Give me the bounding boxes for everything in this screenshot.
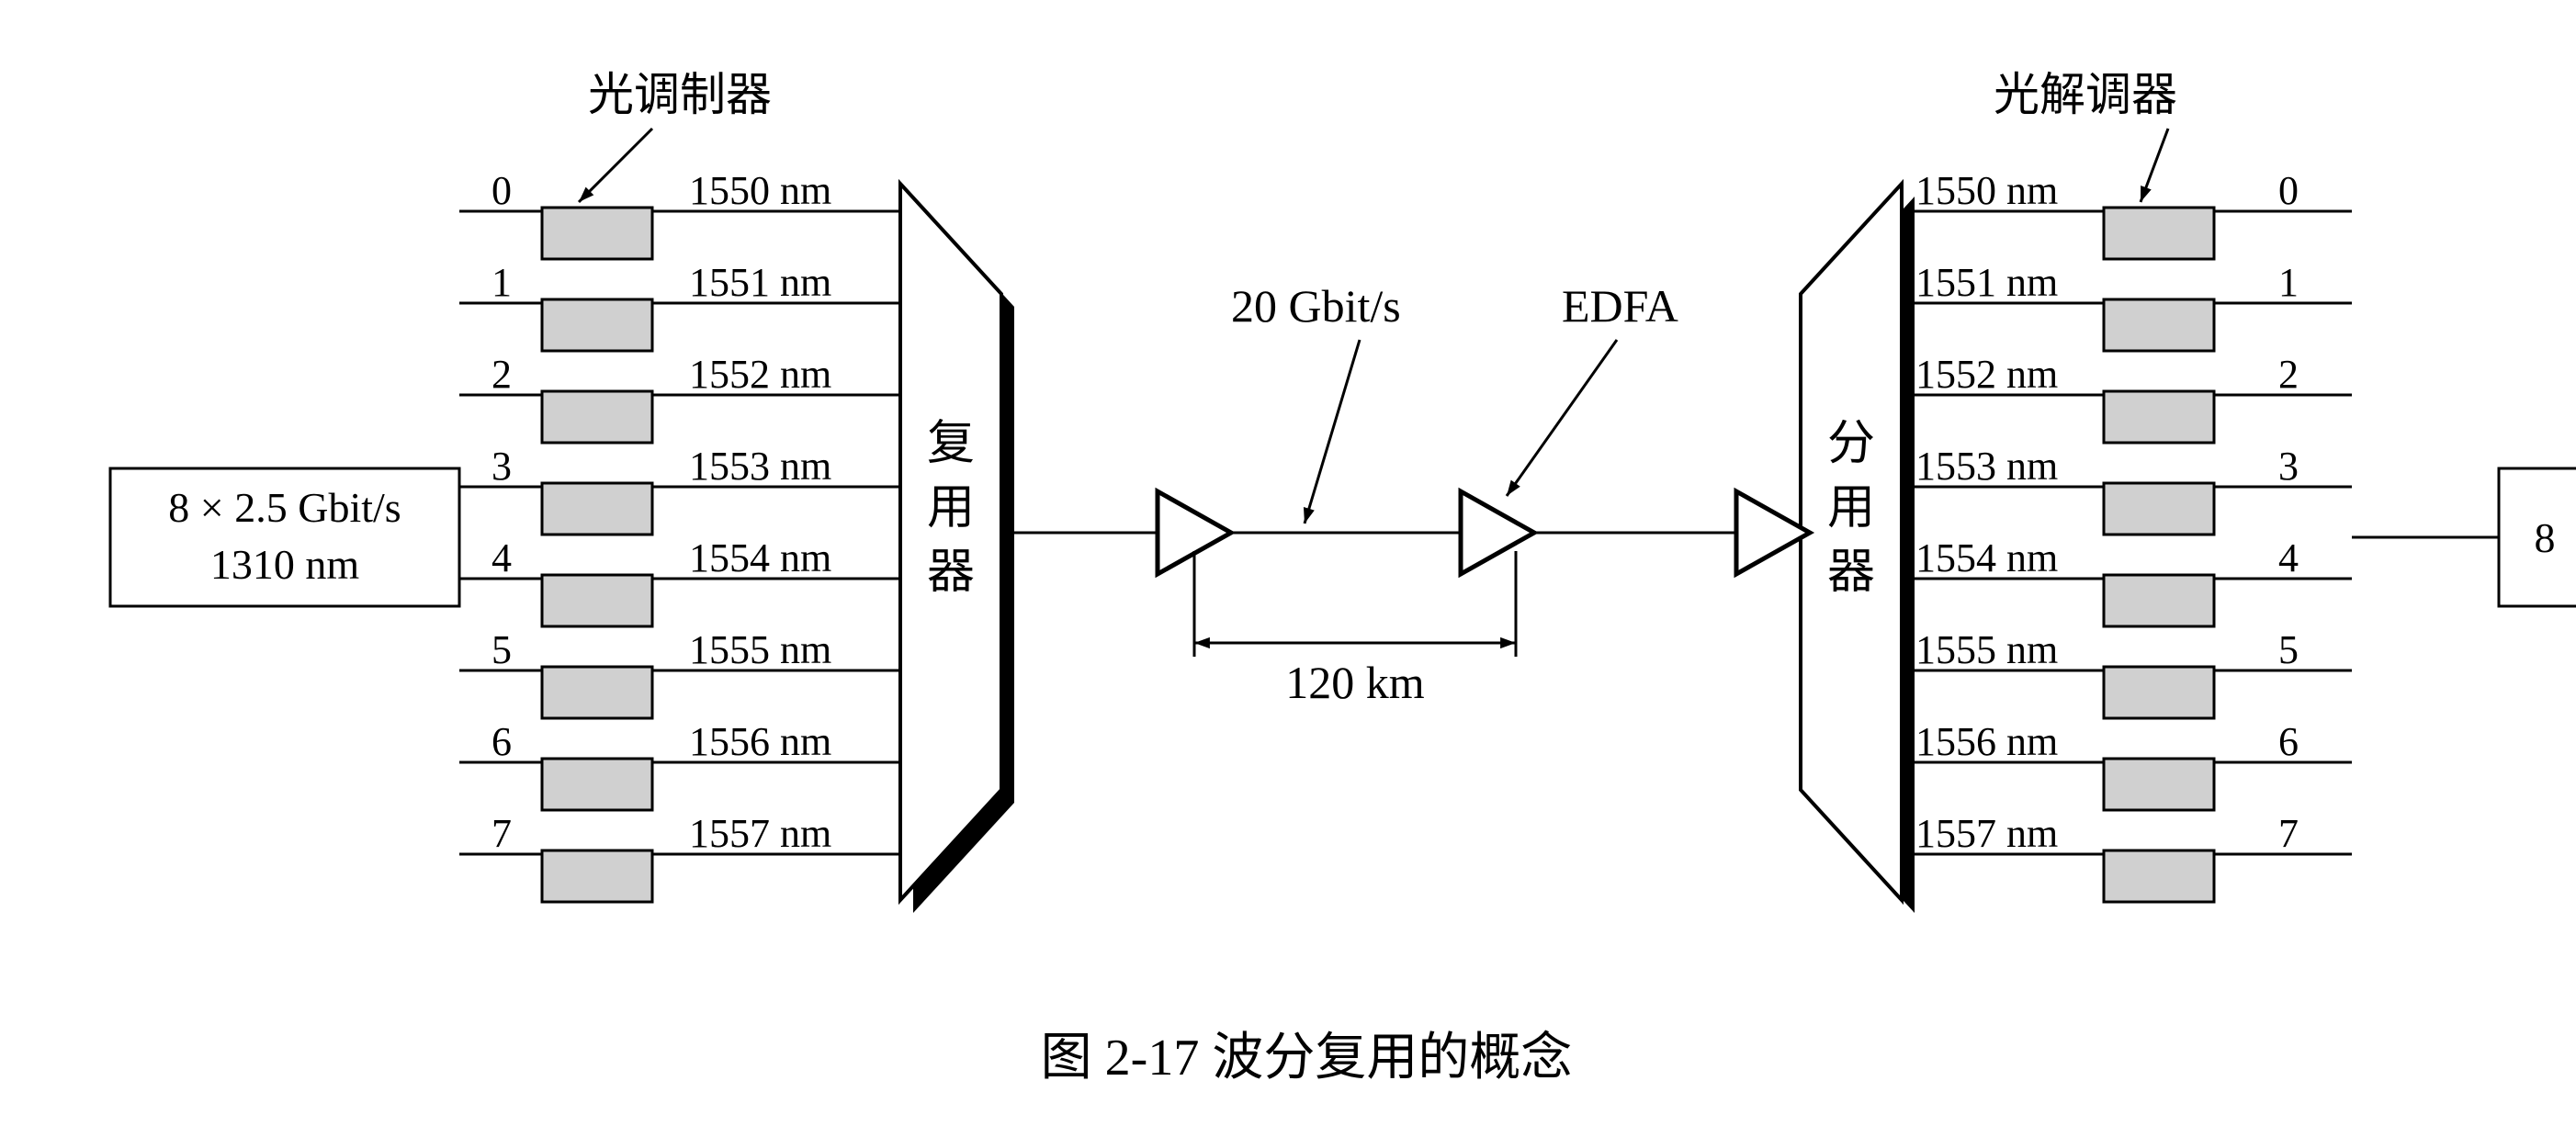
figure-caption: 图 2-17 波分复用的概念 (1041, 1030, 1573, 1087)
demodulator-box (2104, 850, 2214, 902)
right-channel-index: 7 (2278, 811, 2299, 856)
span-label: 120 km (1285, 657, 1425, 708)
modulator-box (542, 483, 652, 535)
mux-label-char: 复 (927, 418, 975, 470)
demodulator-box (2104, 299, 2214, 351)
left-channel-index: 1 (491, 260, 512, 305)
demux-label-char: 器 (1827, 546, 1875, 599)
left-channel-index: 4 (491, 535, 512, 580)
left-wavelength-label: 1553 nm (689, 444, 831, 489)
right-channel-index: 5 (2278, 627, 2299, 672)
modulator-box (542, 299, 652, 351)
right-wavelength-label: 1557 nm (1915, 811, 2058, 856)
demodulator-box (2104, 391, 2214, 443)
right-wavelength-label: 1556 nm (1915, 719, 2058, 764)
modulator-box (542, 208, 652, 259)
wdm-diagram: 8 × 2.5 Gbit/s1310 nm01550 nm11551 nm215… (18, 18, 2576, 1108)
right-channel-index: 0 (2278, 168, 2299, 213)
demodulator-box (2104, 483, 2214, 535)
left-channel-index: 3 (491, 444, 512, 489)
right-wavelength-label: 1553 nm (1915, 444, 2058, 489)
modulator-box (542, 391, 652, 443)
right-channel-index: 4 (2278, 535, 2299, 580)
demodulator-box (2104, 575, 2214, 626)
modulator-box (542, 575, 652, 626)
left-wavelength-label: 1554 nm (689, 535, 831, 580)
demux-label-char: 分 (1827, 418, 1875, 470)
left-channel-index: 0 (491, 168, 512, 213)
input-spec-line1: 8 × 2.5 Gbit/s (168, 484, 401, 531)
right-channel-index: 6 (2278, 719, 2299, 764)
right-wavelength-label: 1555 nm (1915, 627, 2058, 672)
demultiplexer (1801, 184, 1902, 900)
modulator-box (542, 850, 652, 902)
output-box-label: 8 (2535, 514, 2556, 561)
input-spec-line2: 1310 nm (210, 541, 360, 588)
rate-label: 20 Gbit/s (1231, 280, 1401, 332)
left-wavelength-label: 1551 nm (689, 260, 831, 305)
right-channel-index: 3 (2278, 444, 2299, 489)
right-wavelength-label: 1551 nm (1915, 260, 2058, 305)
edfa-amplifier (1461, 491, 1534, 574)
left-wavelength-label: 1557 nm (689, 811, 831, 856)
demux-label-char: 用 (1827, 482, 1875, 535)
left-wavelength-label: 1555 nm (689, 627, 831, 672)
left-wavelength-label: 1550 nm (689, 168, 831, 213)
edfa-label: EDFA (1562, 280, 1678, 332)
right-callout-label: 光解调器 (1994, 69, 2177, 120)
multiplexer (900, 184, 1001, 900)
left-channel-index: 5 (491, 627, 512, 672)
right-channel-index: 1 (2278, 260, 2299, 305)
right-wavelength-label: 1550 nm (1915, 168, 2058, 213)
left-callout-label: 光调制器 (588, 69, 772, 120)
right-wavelength-label: 1552 nm (1915, 352, 2058, 397)
demodulator-box (2104, 208, 2214, 259)
left-wavelength-label: 1556 nm (689, 719, 831, 764)
right-channel-index: 2 (2278, 352, 2299, 397)
modulator-box (542, 759, 652, 810)
left-channel-index: 7 (491, 811, 512, 856)
modulator-box (542, 667, 652, 718)
right-wavelength-label: 1554 nm (1915, 535, 2058, 580)
mux-label-char: 用 (927, 482, 975, 535)
left-channel-index: 2 (491, 352, 512, 397)
left-wavelength-label: 1552 nm (689, 352, 831, 397)
demodulator-box (2104, 759, 2214, 810)
left-channel-index: 6 (491, 719, 512, 764)
mux-label-char: 器 (927, 546, 975, 599)
demodulator-box (2104, 667, 2214, 718)
